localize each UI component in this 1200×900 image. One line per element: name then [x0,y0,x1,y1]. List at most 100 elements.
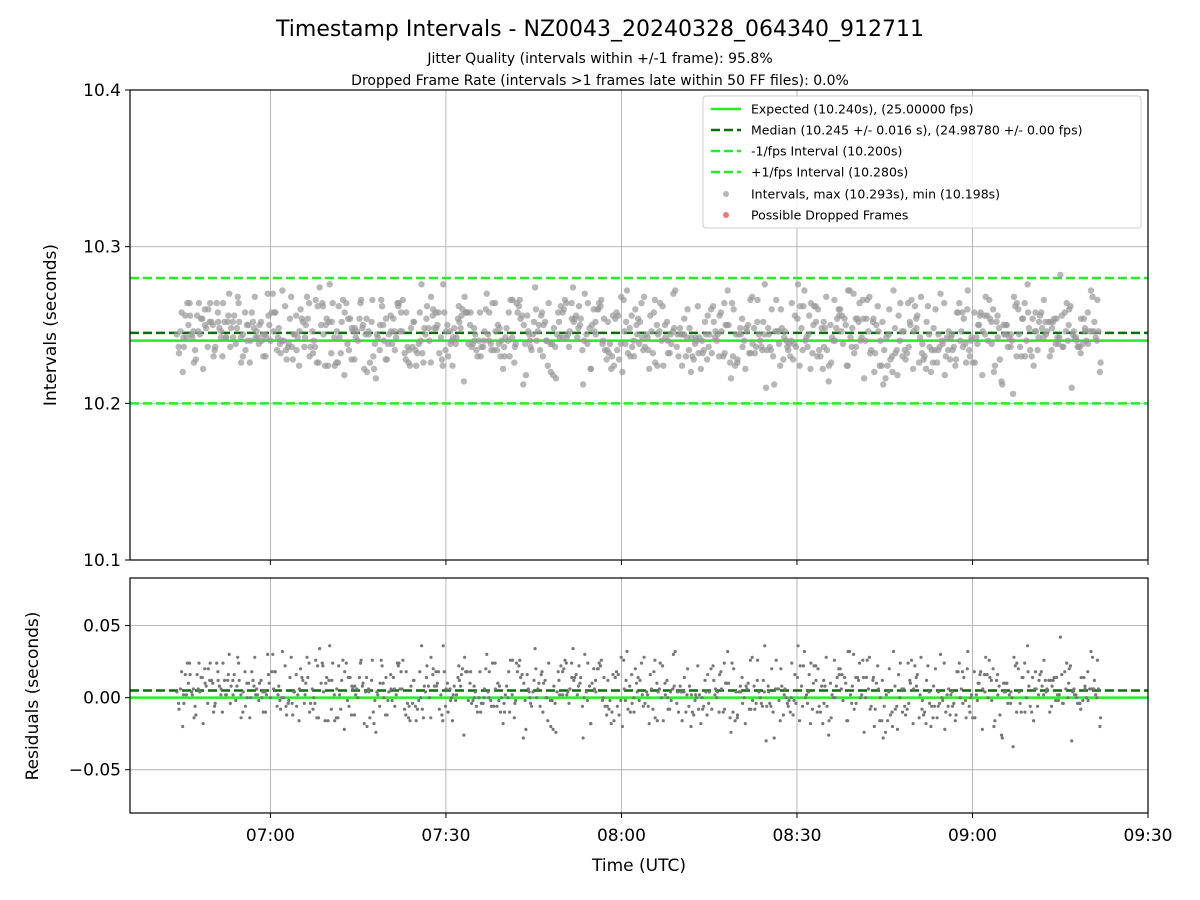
residual-point [397,661,401,665]
residual-point [876,664,880,668]
residual-point [766,684,770,688]
interval-point [1093,337,1101,344]
residual-point [824,655,828,659]
residual-point [452,684,456,688]
interval-point [1035,334,1042,341]
interval-point [1025,324,1033,332]
residual-point [755,678,759,683]
residual-point [832,658,837,662]
residual-point [192,716,196,720]
interval-point [334,359,342,366]
interval-point [958,328,965,335]
residual-point [1013,664,1017,668]
residual-point [936,704,940,708]
residual-point [780,684,784,688]
interval-point [1007,331,1015,338]
interval-point [420,359,427,366]
interval-point [579,381,587,388]
interval-point [476,309,484,316]
residual-point [1015,661,1019,665]
residual-point [700,696,704,700]
residual-point [450,696,454,700]
interval-point [941,371,948,379]
residual-point [850,701,854,706]
residual-point [353,684,357,688]
residual-point [995,678,999,683]
interval-point [1015,331,1023,338]
residual-point [276,693,280,697]
residual-point [719,687,724,691]
residual-point [417,698,421,703]
interval-point [754,318,761,326]
residual-point [1099,716,1103,720]
residual-point [682,675,686,680]
residual-point [767,690,771,694]
interval-point [518,312,526,319]
interval-point [1034,346,1041,354]
interval-point [472,331,479,338]
residual-point [855,675,860,680]
interval-point [690,356,697,363]
residual-point [421,716,425,720]
interval-point [189,334,196,341]
residual-point [422,684,426,688]
residual-point [687,704,691,708]
residual-point [1012,655,1016,659]
interval-point [599,337,607,344]
residual-point [786,704,790,708]
residual-point [641,704,645,708]
residual-point [1067,667,1071,671]
interval-point [175,350,183,357]
residual-point [241,710,245,714]
residual-point [886,719,890,723]
residual-point [261,710,265,714]
residual-point [949,693,953,697]
interval-point [885,331,892,338]
residual-point [457,678,461,683]
residual-point [183,673,187,677]
interval-point [684,306,691,313]
interval-point [343,299,350,307]
interval-point [248,309,255,316]
interval-point [773,296,780,304]
residual-point [804,693,809,697]
residual-point [571,647,575,651]
residual-point [324,681,328,685]
residual-point [881,736,885,740]
residual-point [321,664,325,668]
interval-point [240,331,247,338]
interval-point [749,293,756,300]
interval-point [979,371,986,379]
interval-point [604,318,612,326]
residual-point [648,673,652,677]
residual-point [499,696,503,700]
residual-point [623,698,628,703]
interval-point [988,318,995,326]
interval-point [179,368,186,376]
residual-point [406,716,411,720]
residual-point [731,710,735,714]
interval-point [737,331,744,338]
residual-point [287,698,291,703]
residual-point [349,713,354,717]
residual-point [536,687,540,691]
residual-point [771,710,775,714]
residual-point [347,704,351,708]
residual-point [268,696,273,700]
residual-point [507,670,511,674]
residual-point [564,661,568,665]
residual-point [292,690,297,694]
interval-point [754,296,761,304]
residual-point [761,678,765,683]
interval-point [191,346,199,354]
residual-point [911,722,915,726]
interval-point [376,346,383,354]
interval-point [581,290,588,297]
residual-point [412,678,416,683]
interval-point [357,296,365,304]
legend-label-dropped: Possible Dropped Frames [751,208,908,223]
residual-point [482,696,486,700]
residual-point [403,707,407,711]
interval-point [406,362,414,369]
residual-point [636,675,640,680]
